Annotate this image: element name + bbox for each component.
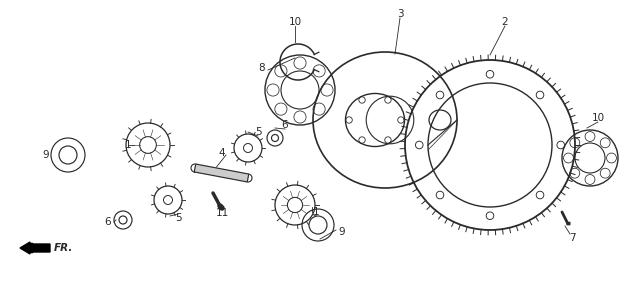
- Text: 4: 4: [219, 148, 225, 158]
- Text: 5: 5: [175, 213, 181, 223]
- Text: 6: 6: [282, 120, 288, 130]
- Text: 9: 9: [43, 150, 49, 160]
- Text: 3: 3: [397, 9, 403, 19]
- Text: 1: 1: [125, 140, 131, 150]
- Text: 6: 6: [105, 217, 111, 227]
- Text: 10: 10: [591, 113, 605, 123]
- Text: FR.: FR.: [54, 243, 74, 253]
- Text: 8: 8: [259, 63, 266, 73]
- Polygon shape: [195, 164, 249, 182]
- Text: 2: 2: [502, 17, 508, 27]
- Text: 1: 1: [313, 207, 319, 217]
- Text: 11: 11: [216, 208, 228, 218]
- Text: 9: 9: [339, 227, 346, 237]
- Text: 10: 10: [289, 17, 301, 27]
- Text: 5: 5: [255, 127, 261, 137]
- FancyArrow shape: [20, 242, 50, 254]
- Text: 7: 7: [569, 233, 575, 243]
